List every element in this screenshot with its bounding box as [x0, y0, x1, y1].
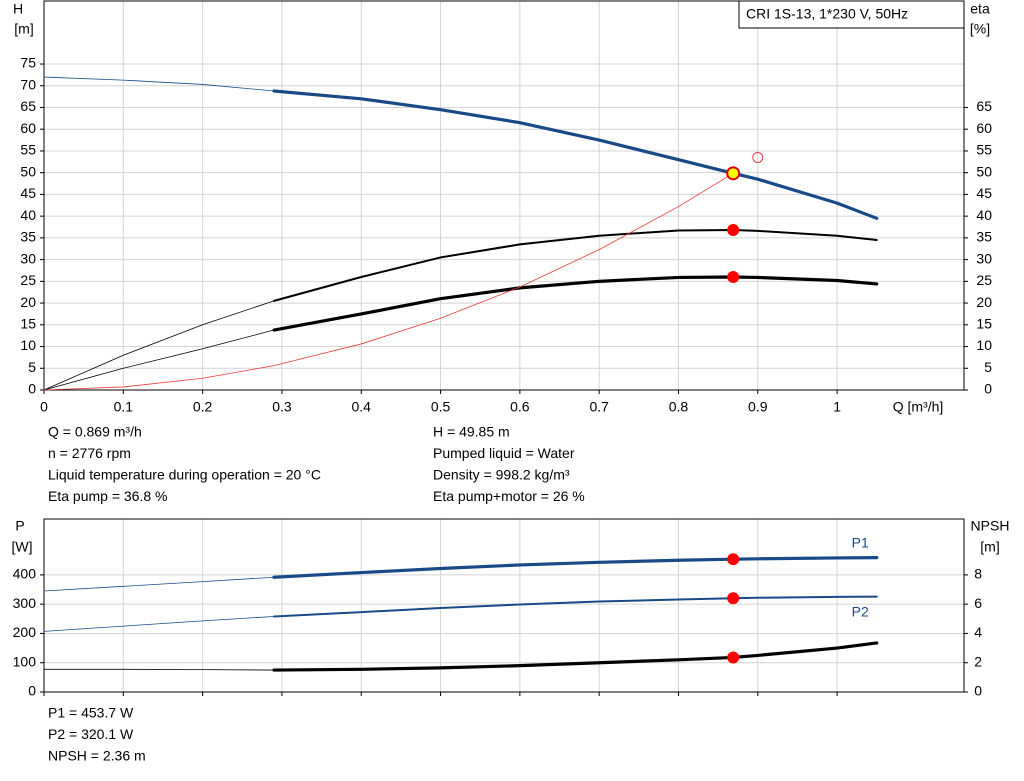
curve — [43, 668, 275, 671]
y-tick-label: 0 — [28, 683, 36, 699]
x-tick-label: 0.7 — [589, 399, 609, 415]
axis-label: eta — [970, 1, 990, 17]
curve — [272, 556, 879, 579]
info-text: n = 2776 rpm — [48, 445, 131, 461]
operating-point — [727, 224, 740, 237]
y-tick-label: 65 — [20, 98, 36, 114]
info-text: P2 = 320.1 W — [48, 726, 134, 742]
info-text: Density = 998.2 kg/m³ — [433, 467, 570, 483]
y2-tick-label: 0 — [974, 683, 982, 699]
y2-tick-label: 65 — [976, 98, 992, 114]
y2-tick-label: 8 — [974, 566, 982, 582]
operating-point — [727, 270, 740, 283]
y2-tick-label: 6 — [974, 595, 982, 611]
y-tick-label: 60 — [20, 120, 36, 136]
info-text: Eta pump = 36.8 % — [48, 488, 167, 504]
info-text: Pumped liquid = Water — [433, 445, 575, 461]
axis-label: [%] — [970, 21, 990, 37]
x-tick-label: 0.8 — [669, 399, 689, 415]
y-tick-label: 10 — [20, 337, 36, 353]
y-tick-label: 40 — [20, 207, 36, 223]
plot-frame — [43, 0, 965, 391]
curve — [43, 616, 275, 632]
curve — [272, 89, 879, 220]
x-tick-label: 0.6 — [510, 399, 530, 415]
info-text: H = 49.85 m — [433, 424, 510, 440]
axis-label: [m] — [14, 21, 33, 37]
y-tick-label: 50 — [20, 163, 36, 179]
y2-tick-label: 55 — [976, 142, 992, 158]
info-text: Eta pump+motor = 26 % — [433, 488, 585, 504]
operating-point — [727, 553, 740, 566]
curve — [43, 300, 275, 391]
curve — [272, 275, 879, 332]
y2-tick-label: 15 — [976, 316, 992, 332]
y2-tick-label: 45 — [976, 185, 992, 201]
operating-point — [727, 592, 740, 605]
y-tick-label: 30 — [20, 250, 36, 266]
title-box — [738, 0, 965, 29]
info-text: Liquid temperature during operation = 20… — [48, 467, 321, 483]
y-tick-label: 400 — [13, 566, 37, 582]
y-tick-label: 200 — [13, 624, 37, 640]
x-tick-label: 0.9 — [748, 399, 768, 415]
y2-tick-label: 20 — [976, 294, 992, 310]
x-axis-label: Q [m³/h] — [893, 399, 944, 415]
y2-tick-label: 2 — [974, 653, 982, 669]
y2-tick-label: 25 — [976, 272, 992, 288]
y-tick-label: 35 — [20, 229, 36, 245]
y2-tick-label: 30 — [976, 250, 992, 266]
x-tick-label: 0 — [40, 399, 48, 415]
y-tick-label: 5 — [28, 359, 36, 375]
y-tick-label: 300 — [13, 595, 37, 611]
axis-label: [W] — [12, 539, 33, 555]
y-tick-label: 0 — [28, 381, 36, 397]
axis-label: H — [13, 1, 23, 17]
operating-point — [752, 151, 764, 163]
y2-tick-label: 10 — [976, 337, 992, 353]
y-tick-label: 100 — [13, 653, 37, 669]
info-text: P1 = 453.7 W — [48, 705, 134, 721]
series-label: P1 — [852, 534, 869, 550]
x-tick-label: 0.1 — [114, 399, 134, 415]
curve — [43, 172, 734, 391]
curve — [43, 576, 275, 592]
operating-point — [726, 166, 741, 181]
plot-frame — [43, 518, 965, 693]
y-tick-label: 70 — [20, 76, 36, 92]
curve — [272, 641, 879, 672]
info-text: Q = 0.869 m³/h — [48, 424, 142, 440]
x-tick-label: 0.5 — [431, 399, 451, 415]
y2-tick-label: 50 — [976, 163, 992, 179]
curve — [43, 329, 275, 391]
y2-tick-label: 35 — [976, 229, 992, 245]
y-tick-label: 20 — [20, 294, 36, 310]
chart-title: CRI 1S-13, 1*230 V, 50Hz — [746, 6, 908, 22]
y-tick-label: 55 — [20, 142, 36, 158]
y-tick-label: 15 — [20, 316, 36, 332]
y2-tick-label: 40 — [976, 207, 992, 223]
operating-point — [727, 651, 740, 664]
y2-tick-label: 4 — [974, 624, 982, 640]
y-tick-label: 45 — [20, 185, 36, 201]
curve — [273, 595, 878, 618]
y2-tick-label: 0 — [984, 381, 992, 397]
y-tick-label: 25 — [20, 272, 36, 288]
y2-tick-label: 5 — [984, 359, 992, 375]
series-label: P2 — [852, 603, 869, 619]
x-tick-label: 0.4 — [352, 399, 372, 415]
axis-label: NPSH — [971, 518, 1010, 534]
info-text: NPSH = 2.36 m — [48, 748, 146, 764]
x-tick-label: 0.2 — [193, 399, 213, 415]
axis-label: P — [15, 518, 24, 534]
curve — [273, 229, 878, 302]
x-tick-label: 0.3 — [272, 399, 292, 415]
y-tick-label: 75 — [20, 55, 36, 71]
y2-tick-label: 60 — [976, 120, 992, 136]
curve — [43, 76, 275, 92]
x-tick-label: 1 — [833, 399, 841, 415]
axis-label: [m] — [980, 539, 999, 555]
